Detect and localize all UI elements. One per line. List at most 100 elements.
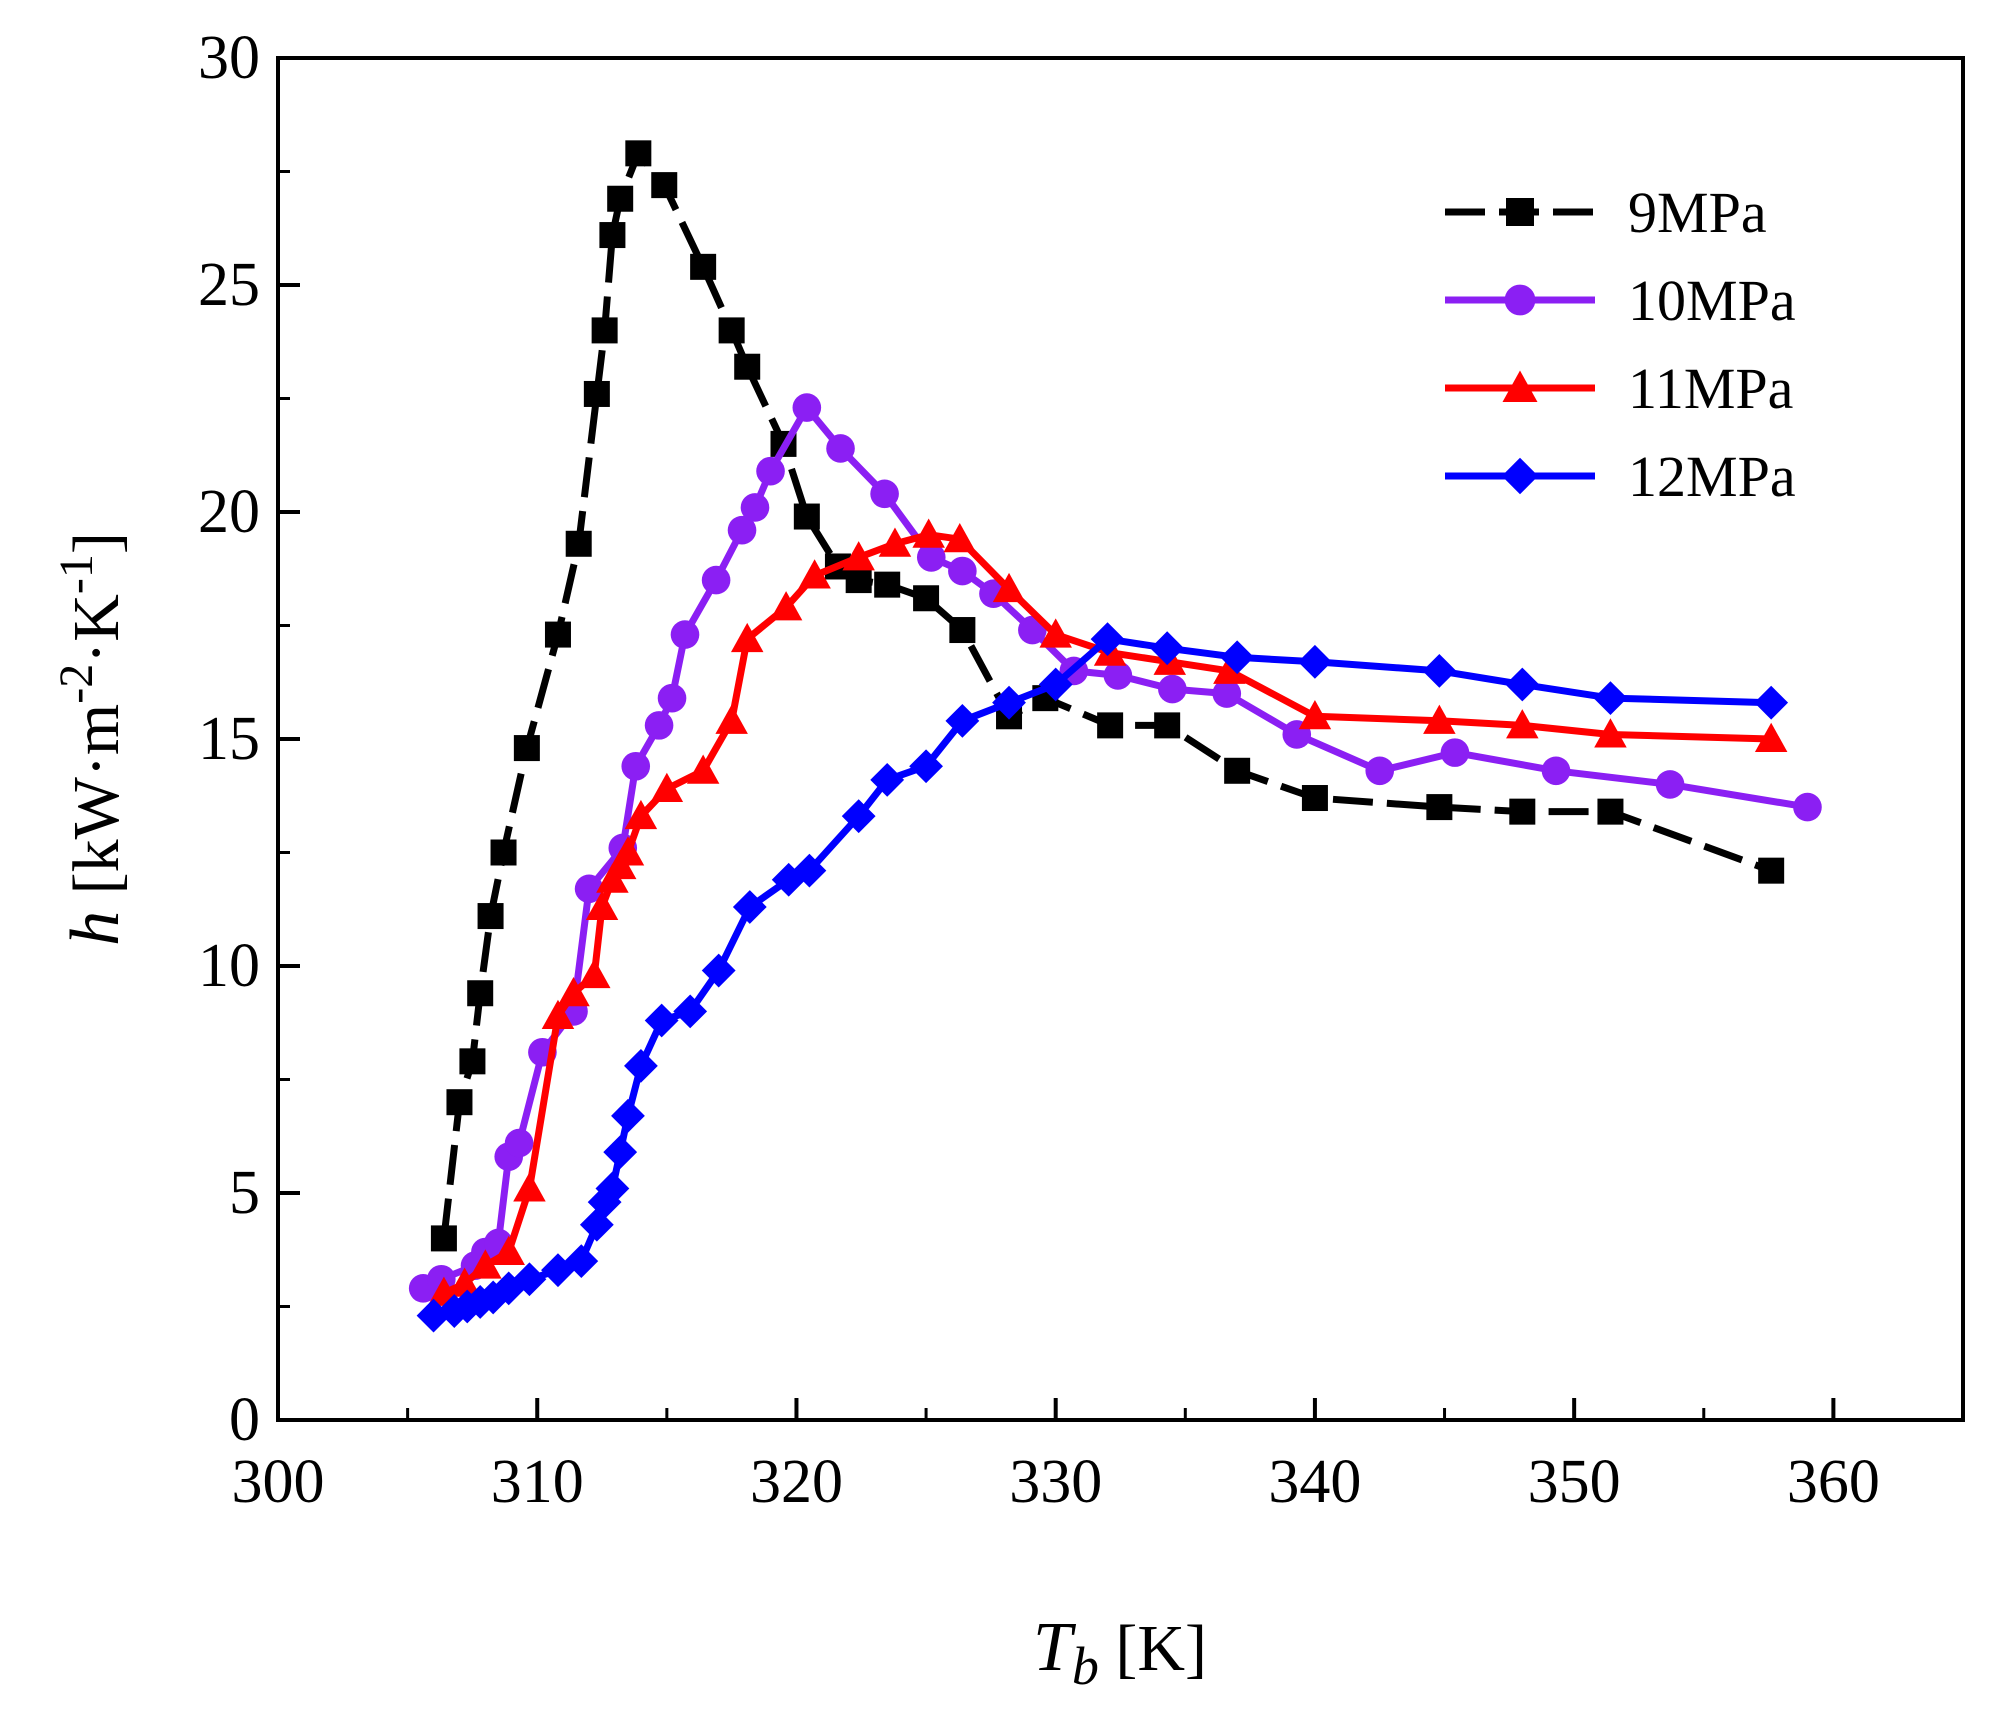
y-axis-exponent-1: -2 [50, 664, 103, 704]
y-tick-label: 15 [198, 705, 260, 773]
y-axis-symbol: h [57, 911, 134, 946]
data-point-9mpa [544, 621, 571, 648]
x-tick-label: 320 [750, 1448, 843, 1516]
series-line-12mpa [432, 635, 1772, 1320]
data-point-11mpa [1213, 654, 1246, 684]
legend-label-10mpa: 10MPa [1628, 268, 1796, 333]
series-12mpa [416, 622, 1789, 1333]
data-point-9mpa [583, 380, 610, 407]
data-point-12mpa [491, 1271, 526, 1306]
y-tick-label: 30 [198, 24, 260, 92]
data-point-11mpa [1754, 722, 1788, 752]
data-point-12mpa [992, 685, 1026, 720]
data-point-10mpa [1655, 770, 1685, 799]
data-point-11mpa [798, 559, 831, 589]
data-point-12mpa [595, 1171, 630, 1206]
data-point-11mpa [585, 890, 619, 920]
data-point-10mpa [657, 683, 687, 713]
data-point-11mpa [1298, 700, 1332, 730]
data-point-12mpa [1754, 685, 1789, 720]
y-axis-ticks: 0 5 10 15 20 25 30 [198, 24, 300, 1454]
legend-marker-12mpa [1501, 457, 1539, 495]
legend-label-11mpa: 11MPa [1628, 356, 1793, 421]
data-point-10mpa [870, 479, 899, 509]
data-point-11mpa [492, 1235, 525, 1266]
data-point-11mpa [611, 836, 645, 866]
data-point-11mpa [1506, 709, 1539, 739]
series-11mpa [427, 518, 1788, 1306]
data-point-10mpa [727, 515, 757, 545]
data-point-12mpa [611, 1098, 645, 1133]
data-point-9mpa [565, 530, 592, 557]
data-point-11mpa [878, 527, 912, 557]
data-point-10mpa [1158, 674, 1187, 704]
data-point-12mpa [644, 1003, 679, 1038]
x-tick-label: 350 [1528, 1448, 1621, 1516]
data-point-12mpa [541, 1253, 575, 1288]
y-tick-label: 5 [229, 1159, 260, 1227]
data-point-12mpa [512, 1262, 547, 1297]
y-tick-label: 25 [198, 251, 260, 319]
data-point-9mpa [1097, 712, 1124, 739]
data-point-12mpa [870, 762, 905, 797]
legend-marker-9mpa [1506, 198, 1534, 226]
data-point-9mpa [591, 317, 618, 344]
x-axis-symbol: T [1033, 1609, 1077, 1686]
data-point-11mpa [624, 799, 658, 830]
data-point-9mpa [490, 839, 517, 866]
legend-label-12mpa: 12MPa [1628, 444, 1796, 509]
data-point-10mpa [1365, 756, 1395, 786]
data-point-12mpa [909, 749, 943, 784]
legend: 9MPa 10MPa 11MPa 12MPa [1445, 180, 1796, 509]
data-point-12mpa [945, 703, 980, 738]
data-point-9mpa [690, 253, 717, 280]
data-point-10mpa [574, 874, 604, 904]
data-point-12mpa [624, 1048, 658, 1083]
data-point-10mpa [644, 711, 674, 740]
data-point-11mpa [557, 976, 590, 1007]
data-point-11mpa [992, 572, 1026, 603]
data-point-12mpa [1505, 667, 1540, 702]
data-point-9mpa [1224, 757, 1251, 784]
data-point-11mpa [513, 1172, 546, 1202]
y-tick-label: 20 [198, 478, 260, 546]
x-axis-title: Tb [K] [1033, 1609, 1207, 1696]
data-point-9mpa [1426, 794, 1453, 821]
data-point-9mpa [477, 903, 504, 930]
data-point-9mpa [1301, 785, 1328, 812]
data-point-9mpa [845, 567, 872, 594]
data-point-11mpa [842, 541, 875, 571]
data-point-12mpa [792, 853, 827, 888]
legend-marker-10mpa [1504, 284, 1536, 316]
data-point-9mpa [1509, 798, 1536, 825]
data-point-9mpa [1758, 857, 1785, 884]
data-point-12mpa [1593, 681, 1628, 716]
data-point-10mpa [670, 620, 700, 649]
data-point-10mpa [916, 543, 946, 572]
data-point-10mpa [621, 751, 651, 781]
data-point-10mpa [1541, 756, 1571, 786]
y-tick-label: 0 [229, 1386, 260, 1454]
data-point-11mpa [578, 958, 611, 989]
data-point-10mpa [1793, 792, 1822, 822]
data-point-11mpa [769, 591, 803, 621]
data-point-10mpa [948, 556, 977, 586]
x-tick-label: 360 [1787, 1448, 1880, 1516]
data-point-9mpa [446, 1089, 473, 1116]
data-point-12mpa [673, 994, 708, 1029]
data-point-12mpa [1422, 654, 1457, 688]
data-point-12mpa [732, 890, 767, 924]
data-point-9mpa [459, 1048, 486, 1075]
y-axis-unit-part-3: ] [60, 532, 133, 554]
data-point-9mpa [718, 317, 745, 344]
data-point-12mpa [1038, 667, 1073, 702]
data-point-11mpa [469, 1249, 502, 1279]
x-axis-ticks: 300 310 320 330 340 350 360 [232, 1398, 1965, 1516]
data-point-10mpa [504, 1128, 534, 1158]
data-point-12mpa [603, 1135, 638, 1170]
data-point-9mpa [1597, 798, 1624, 825]
data-point-10mpa [756, 456, 785, 486]
data-point-10mpa [792, 393, 822, 422]
x-tick-label: 330 [1009, 1448, 1102, 1516]
data-point-10mpa [1440, 738, 1470, 767]
